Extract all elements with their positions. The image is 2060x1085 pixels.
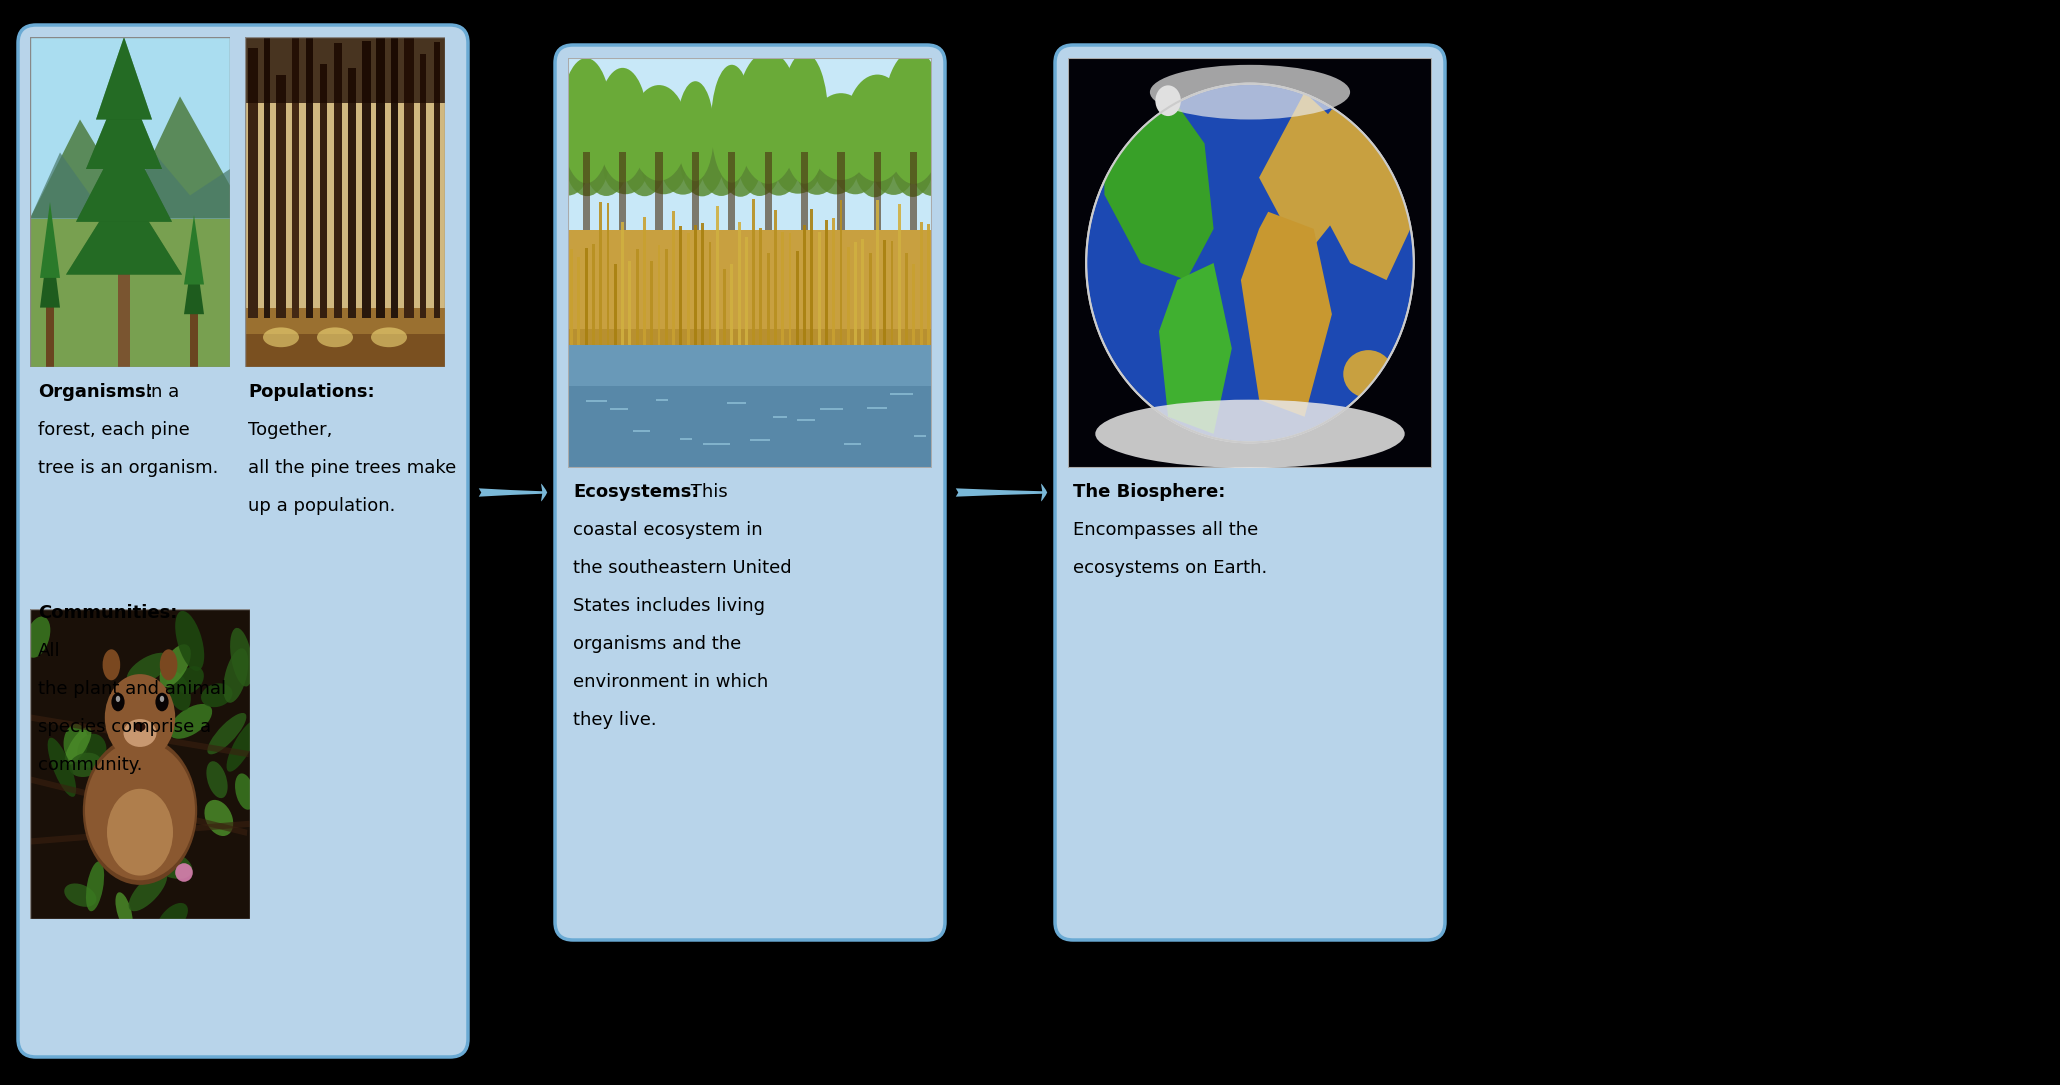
Text: they live.: they live. [573,711,657,729]
Text: the plant and animal: the plant and animal [37,680,227,698]
Text: all the pine trees make: all the pine trees make [247,459,455,477]
Text: Encompasses all the: Encompasses all the [1073,521,1259,539]
FancyBboxPatch shape [1055,44,1444,940]
Text: forest, each pine: forest, each pine [37,421,190,439]
Text: In a: In a [140,383,179,401]
Text: Communities:: Communities: [37,604,177,622]
Text: species comprise a: species comprise a [37,718,210,736]
Text: the southeastern United: the southeastern United [573,559,791,577]
Text: Together,: Together, [247,421,332,439]
FancyBboxPatch shape [19,25,468,1057]
FancyBboxPatch shape [554,44,946,940]
Text: organisms and the: organisms and the [573,635,742,653]
Text: environment in which: environment in which [573,673,768,691]
Text: This: This [686,483,727,501]
Text: tree is an organism.: tree is an organism. [37,459,218,477]
Text: Ecosystems:: Ecosystems: [573,483,698,501]
Text: All: All [37,642,60,660]
Text: Organisms:: Organisms: [37,383,152,401]
Text: States includes living: States includes living [573,597,764,615]
Text: community.: community. [37,756,142,774]
Text: The Biosphere:: The Biosphere: [1073,483,1226,501]
Text: up a population.: up a population. [247,497,396,515]
Text: ecosystems on Earth.: ecosystems on Earth. [1073,559,1267,577]
Text: Populations:: Populations: [247,383,375,401]
Text: coastal ecosystem in: coastal ecosystem in [573,521,762,539]
